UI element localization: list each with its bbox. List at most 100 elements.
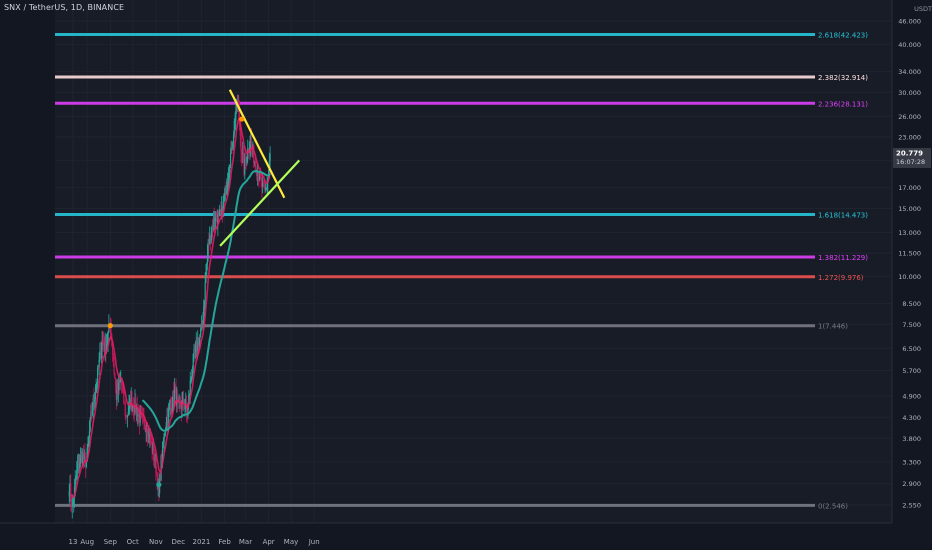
- candle-body: [239, 125, 241, 136]
- candle-body: [70, 499, 73, 507]
- time-tick-label: 13: [69, 538, 78, 546]
- candle-body: [256, 172, 259, 176]
- candle-body: [215, 212, 217, 219]
- upper-trendline: [228, 89, 286, 199]
- candle-body: [156, 474, 158, 489]
- candle-body: [241, 152, 244, 155]
- candle-body: [152, 445, 154, 452]
- candle-body: [71, 504, 73, 507]
- time-tick-label: Feb: [218, 538, 231, 546]
- price-axis: 46.00040.00034.00030.00026.00023.00020.0…: [891, 0, 932, 550]
- candle-body: [232, 134, 235, 143]
- candle-body: [232, 142, 234, 148]
- price-tick-label: 13.000: [898, 229, 921, 237]
- candle-body: [162, 442, 164, 461]
- plot-area-background: [55, 0, 892, 523]
- candle-body: [143, 417, 145, 420]
- candle-body: [178, 402, 180, 404]
- candle-body: [124, 403, 126, 416]
- candle-body: [99, 351, 101, 360]
- candle-body: [148, 430, 150, 440]
- candle-body: [89, 418, 91, 432]
- candle-body: [182, 398, 184, 402]
- candle-body: [195, 342, 197, 346]
- price-tick-label: 3.300: [902, 458, 921, 466]
- signal-marker-dot: [156, 482, 162, 488]
- candle-body: [153, 459, 155, 462]
- candle-body: [250, 138, 253, 144]
- candle-body: [142, 416, 144, 418]
- fib-level-label: 1.272(9.976): [818, 274, 864, 282]
- candle-body: [155, 457, 157, 473]
- candle-body: [79, 463, 81, 468]
- price-tick-label: 8.500: [902, 300, 921, 308]
- fib-level-label: 1.618(14.473): [818, 212, 868, 220]
- candle-body: [119, 380, 121, 383]
- candle-body: [161, 455, 163, 461]
- candle-body: [123, 389, 125, 403]
- candle-body: [189, 380, 191, 394]
- candle-body: [269, 153, 271, 161]
- candle-body: [192, 354, 194, 370]
- candle-body: [74, 480, 76, 487]
- candle-body: [233, 120, 235, 135]
- candle-body: [165, 422, 167, 429]
- price-tick-label: 2.900: [902, 480, 921, 488]
- candle-body: [202, 321, 204, 328]
- candle-body: [258, 179, 260, 181]
- candle-body: [184, 408, 186, 410]
- candle-body: [154, 457, 156, 462]
- candle-body: [197, 341, 199, 351]
- candle-body: [262, 182, 264, 187]
- candle-body: [113, 363, 115, 373]
- candle-body: [123, 402, 126, 404]
- time-axis-background: [0, 523, 932, 550]
- candle-body: [144, 427, 147, 433]
- candle-body: [226, 183, 229, 188]
- candle-body: [197, 341, 200, 347]
- price-tick-label: 4.900: [902, 392, 921, 400]
- lower-trendline: [219, 159, 301, 247]
- candle-body: [94, 399, 96, 402]
- candle-body: [201, 323, 203, 328]
- ema-fast-line: [70, 117, 271, 499]
- candle-body: [132, 405, 134, 411]
- candle-body: [208, 242, 210, 245]
- candle-body: [100, 349, 102, 359]
- candle-body: [135, 406, 138, 411]
- candle-body: [190, 377, 192, 381]
- candle-body: [170, 406, 172, 408]
- candle-body: [174, 386, 176, 388]
- candle-body: [97, 367, 99, 383]
- candle-body: [198, 338, 200, 347]
- candle-body: [82, 454, 85, 460]
- candle-body: [150, 441, 153, 443]
- candle-body: [226, 187, 228, 195]
- price-tick-label: 30.000: [898, 89, 921, 97]
- candle-body: [69, 483, 71, 492]
- candle-body: [126, 415, 129, 418]
- candle-body: [77, 460, 79, 466]
- candle-body: [212, 218, 214, 230]
- time-tick-label: Apr: [263, 538, 275, 546]
- candle-body: [235, 110, 237, 121]
- candle-body: [246, 156, 248, 163]
- candle-body: [125, 415, 127, 417]
- last-price-tag: [893, 147, 931, 168]
- candle-body: [103, 345, 105, 352]
- candle-body: [120, 379, 123, 385]
- candle-body: [266, 183, 268, 188]
- candle-body: [253, 161, 256, 163]
- candle-body: [162, 441, 164, 443]
- candle-body: [147, 432, 149, 437]
- candle-body: [253, 145, 255, 163]
- symbol-header: SNX / TetherUS, 1D, BINANCE: [4, 3, 125, 12]
- candle-body: [204, 282, 206, 301]
- price-tick-label: 4.300: [902, 414, 921, 422]
- candle-body: [183, 404, 185, 409]
- candle-body: [242, 152, 244, 156]
- candle-body: [188, 393, 191, 396]
- price-tick-label: 23.000: [898, 133, 921, 141]
- time-tick-label: Oct: [127, 538, 139, 546]
